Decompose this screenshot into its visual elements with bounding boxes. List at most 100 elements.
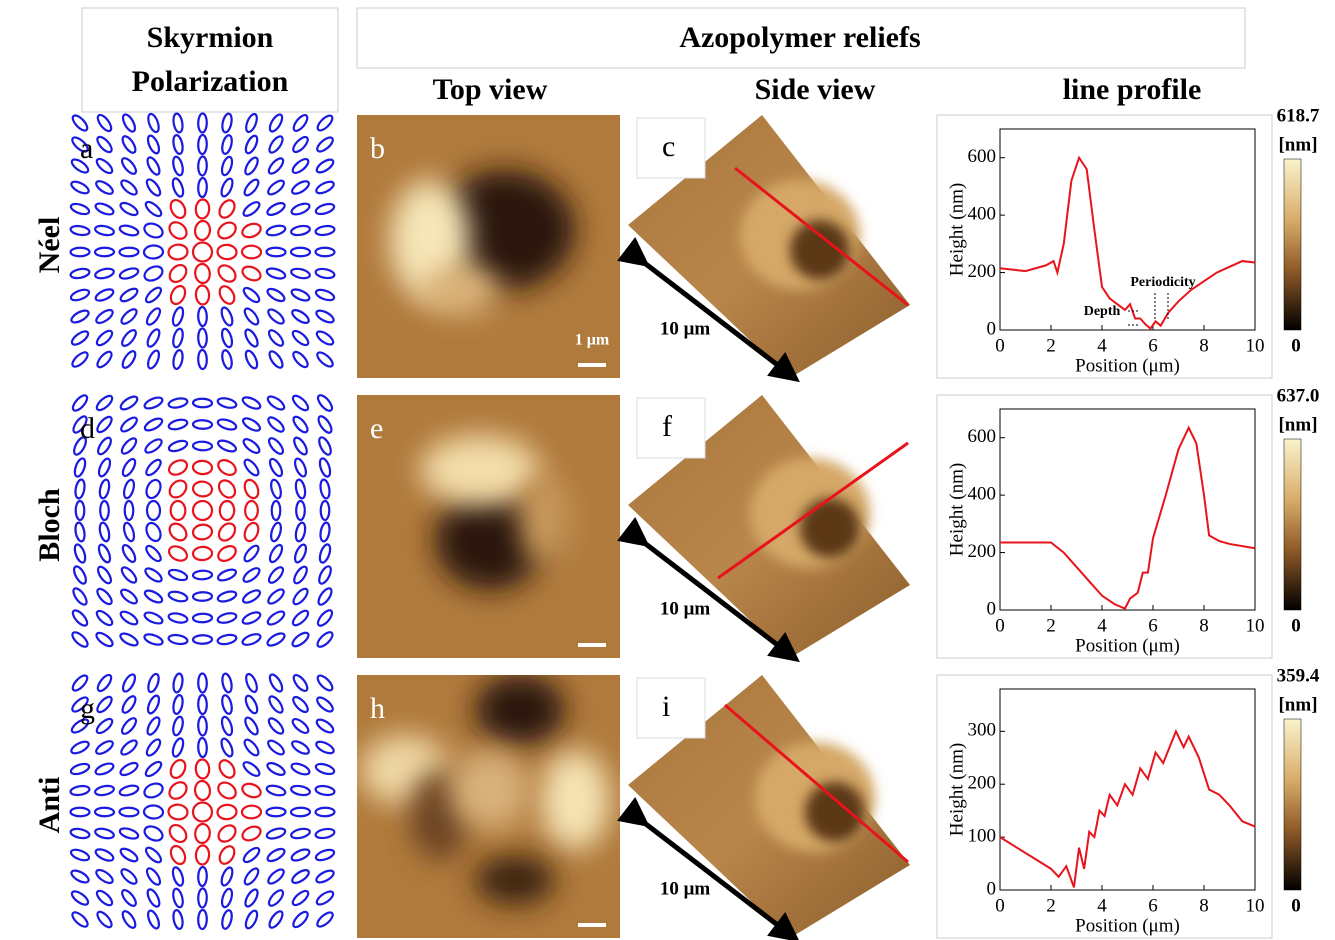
polarization-ellipse (292, 910, 309, 929)
polarization-ellipse (168, 263, 188, 284)
polarization-ellipse (169, 499, 187, 522)
polarization-ellipse (216, 243, 238, 261)
x-axis-label: Position (μm) (1075, 355, 1180, 376)
polarization-ellipse (144, 760, 163, 778)
polarization-ellipse (171, 306, 185, 327)
polarization-ellipse (314, 246, 336, 258)
polarization-ellipse (270, 499, 282, 522)
polarization-ellipse (70, 180, 90, 195)
polarization-ellipse (71, 351, 89, 368)
polarization-ellipse (266, 632, 286, 647)
polarization-ellipse (266, 287, 286, 303)
polarization-ellipse (69, 784, 91, 797)
polarization-ellipse (316, 696, 334, 713)
polarization-ellipse (95, 329, 114, 347)
x-tick-label: 6 (1148, 895, 1158, 916)
polarization-ellipse (314, 202, 336, 216)
polarization-ellipse (217, 545, 237, 562)
colorbar-max: 618.7 (1277, 105, 1320, 126)
relief-feature (435, 490, 545, 590)
y-axis-label: Height (nm) (946, 183, 967, 276)
polarization-ellipse (94, 267, 115, 280)
polarization-ellipse (121, 457, 137, 478)
side-feature (805, 782, 865, 842)
polarization-ellipse (220, 715, 234, 737)
polarization-ellipse (197, 327, 208, 349)
polarization-ellipse (267, 437, 285, 455)
annotation: Depth (1084, 304, 1121, 319)
y-tick-label: 600 (968, 426, 997, 447)
polarization-ellipse (268, 135, 284, 154)
polarization-ellipse (142, 804, 165, 820)
polarization-ellipse (197, 348, 208, 371)
polarization-ellipse (143, 825, 164, 842)
polarization-ellipse (95, 180, 114, 195)
side-feature (800, 498, 860, 558)
polarization-ellipse (96, 565, 113, 585)
polarization-ellipse (197, 112, 208, 134)
polarization-ellipse (69, 806, 91, 818)
x-tick-label: 4 (1097, 335, 1107, 356)
x-axis-label: Position (μm) (1075, 915, 1180, 936)
colorbar-unit: [nm] (1278, 134, 1317, 155)
polarization-ellipse (120, 566, 138, 584)
polarization-ellipse (72, 415, 88, 434)
polarization-ellipse (146, 909, 161, 930)
polarization-ellipse (191, 499, 214, 522)
polarization-ellipse (294, 521, 307, 543)
profile-line (999, 728, 1256, 888)
panel-letter: a (80, 132, 93, 165)
y-tick-label: 200 (968, 541, 997, 562)
polarization-ellipse (243, 544, 260, 563)
polarization-ellipse (266, 610, 286, 626)
polarization-ellipse (290, 762, 311, 776)
polarization-ellipse (167, 568, 189, 582)
polarization-ellipse (217, 221, 237, 240)
polarization-ellipse (145, 458, 162, 477)
x-tick-label: 4 (1097, 895, 1107, 916)
polarization-ellipse (265, 806, 287, 818)
polarization-ellipse (194, 822, 211, 845)
polarization-ellipse (268, 457, 284, 478)
polarization-ellipse (315, 180, 335, 195)
polarization-ellipse (143, 222, 164, 239)
polarization-ellipse (69, 288, 91, 302)
polarization-ellipse (145, 544, 162, 563)
polarization-ellipse (191, 545, 214, 562)
x-tick-label: 10 (1246, 615, 1265, 636)
polarization-ellipse (143, 265, 164, 282)
polarization-ellipse (315, 869, 335, 884)
y-tick-label: 300 (968, 720, 997, 741)
polarization-ellipse (144, 846, 163, 864)
polarization-ellipse (267, 717, 285, 735)
polarization-ellipse (314, 806, 336, 818)
polarization-ellipse (95, 394, 114, 412)
polarization-ellipse (318, 565, 332, 585)
polarization-ellipse (194, 262, 211, 285)
polarization-ellipse (169, 758, 187, 780)
polarization-ellipse (197, 908, 208, 931)
polarization-ellipse (72, 587, 88, 606)
polarization-ellipse (70, 890, 90, 906)
y-tick-label: 400 (968, 204, 997, 225)
polarization-ellipse (317, 415, 333, 434)
polarization-ellipse (316, 674, 334, 692)
polarization-ellipse (94, 827, 115, 840)
polarization-ellipse (191, 801, 214, 823)
polarization-ellipse (292, 113, 309, 133)
polarization-ellipse (265, 224, 287, 237)
polarization-ellipse (221, 909, 233, 930)
polarization-ellipse (171, 866, 185, 887)
polarization-ellipse (265, 827, 287, 840)
x-axis-label: Position (μm) (1075, 635, 1180, 656)
polarization-ellipse (291, 889, 310, 907)
polarization-ellipse (216, 397, 238, 409)
polarization-ellipse (266, 395, 286, 411)
relief-feature (540, 750, 610, 850)
polarization-ellipse (167, 397, 189, 409)
polarization-ellipse (293, 457, 308, 478)
profile-line (1000, 425, 1256, 610)
polarization-ellipse (314, 827, 336, 840)
polarization-ellipse (98, 521, 111, 543)
polarization-ellipse (96, 673, 113, 693)
